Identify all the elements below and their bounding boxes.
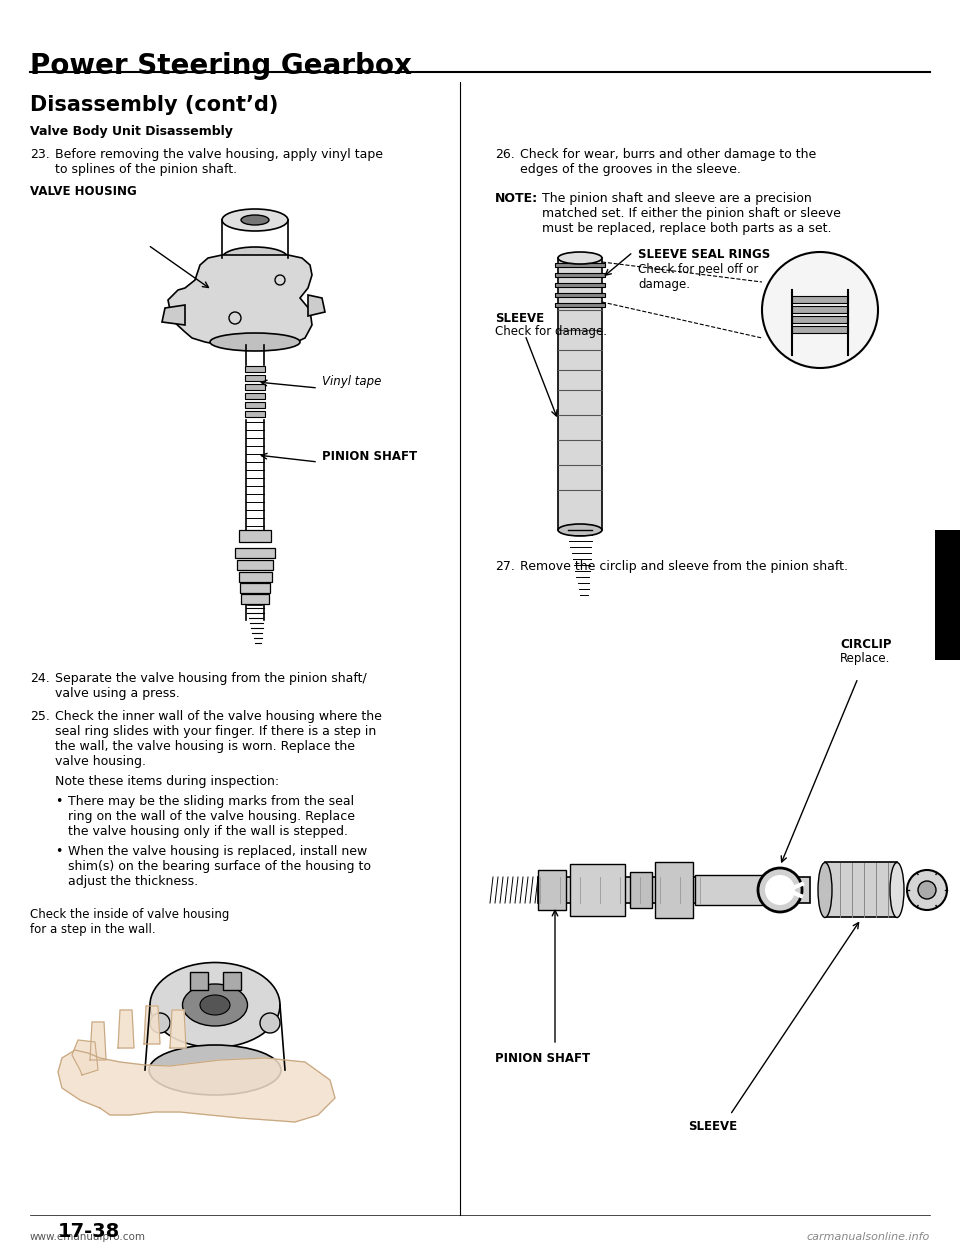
Bar <box>239 530 271 542</box>
Bar <box>538 877 810 903</box>
Text: PINION SHAFT: PINION SHAFT <box>495 1052 590 1064</box>
Text: SLEEVE: SLEEVE <box>495 312 544 325</box>
Circle shape <box>907 869 947 910</box>
Polygon shape <box>168 255 312 345</box>
Text: Remove the circlip and sleeve from the pinion shaft.: Remove the circlip and sleeve from the p… <box>520 560 848 573</box>
Bar <box>245 392 265 399</box>
Bar <box>825 862 897 917</box>
Bar <box>555 283 605 287</box>
Text: Disassembly (cont’d): Disassembly (cont’d) <box>30 94 278 116</box>
Bar <box>245 375 265 381</box>
Text: 23.: 23. <box>30 148 50 161</box>
Text: 25.: 25. <box>30 710 50 723</box>
Text: SLEEVE SEAL RINGS: SLEEVE SEAL RINGS <box>638 248 770 261</box>
Ellipse shape <box>149 1045 281 1095</box>
Text: Check the inner wall of the valve housing where the
seal ring slides with your f: Check the inner wall of the valve housin… <box>55 710 382 768</box>
Polygon shape <box>58 1049 335 1122</box>
Text: SLEEVE: SLEEVE <box>688 1120 737 1133</box>
Text: Note these items during inspection:: Note these items during inspection: <box>55 775 279 787</box>
Ellipse shape <box>210 333 300 351</box>
Bar <box>237 560 273 570</box>
Polygon shape <box>72 1040 98 1076</box>
Text: Vinyl tape: Vinyl tape <box>322 375 381 389</box>
Circle shape <box>150 1013 170 1033</box>
Bar <box>223 972 241 990</box>
Text: Check for wear, burrs and other damage to the
edges of the grooves in the sleeve: Check for wear, burrs and other damage t… <box>520 148 816 176</box>
Bar <box>555 263 605 267</box>
Ellipse shape <box>241 215 269 225</box>
Text: Check for peel off or
damage.: Check for peel off or damage. <box>638 263 758 291</box>
Bar <box>935 530 960 660</box>
Bar <box>238 573 272 582</box>
Circle shape <box>762 252 878 368</box>
Bar <box>655 862 693 918</box>
Ellipse shape <box>222 247 288 270</box>
Text: •: • <box>55 845 62 858</box>
Ellipse shape <box>558 252 602 265</box>
Circle shape <box>758 868 802 912</box>
Bar <box>792 296 848 303</box>
Polygon shape <box>170 1010 186 1048</box>
Polygon shape <box>308 296 325 315</box>
Text: Check for damage.: Check for damage. <box>495 325 607 338</box>
Polygon shape <box>90 1022 106 1059</box>
Bar <box>241 594 269 604</box>
Text: Valve Body Unit Disassembly: Valve Body Unit Disassembly <box>30 125 233 138</box>
Bar <box>792 325 848 333</box>
Ellipse shape <box>818 862 832 918</box>
Text: When the valve housing is replaced, install new
shim(s) on the bearing surface o: When the valve housing is replaced, inst… <box>68 845 371 888</box>
Text: The pinion shaft and sleeve are a precision
matched set. If either the pinion sh: The pinion shaft and sleeve are a precis… <box>542 193 841 235</box>
Text: 24.: 24. <box>30 672 50 686</box>
Bar <box>235 548 275 558</box>
Bar <box>695 876 770 905</box>
Text: 17-38: 17-38 <box>58 1222 120 1241</box>
Text: CIRCLIP: CIRCLIP <box>840 638 892 651</box>
Text: •: • <box>55 795 62 809</box>
Text: PINION SHAFT: PINION SHAFT <box>322 450 418 462</box>
Ellipse shape <box>150 963 280 1047</box>
Text: www.emanualpro.com: www.emanualpro.com <box>30 1232 146 1242</box>
Text: carmanualsonline.info: carmanualsonline.info <box>806 1232 930 1242</box>
Text: There may be the sliding marks from the seal
ring on the wall of the valve housi: There may be the sliding marks from the … <box>68 795 355 838</box>
Bar <box>792 306 848 313</box>
Bar <box>570 864 625 917</box>
Bar <box>245 402 265 409</box>
Circle shape <box>260 1013 280 1033</box>
Polygon shape <box>118 1010 134 1048</box>
Polygon shape <box>162 306 185 325</box>
Text: VALVE HOUSING: VALVE HOUSING <box>30 185 136 197</box>
Ellipse shape <box>200 995 230 1015</box>
Text: Separate the valve housing from the pinion shaft/
valve using a press.: Separate the valve housing from the pini… <box>55 672 367 700</box>
Bar <box>245 384 265 390</box>
Text: Before removing the valve housing, apply vinyl tape
to splines of the pinion sha: Before removing the valve housing, apply… <box>55 148 383 176</box>
Text: Replace.: Replace. <box>840 652 890 664</box>
Text: 26.: 26. <box>495 148 515 161</box>
Bar <box>555 273 605 277</box>
Text: 27.: 27. <box>495 560 515 573</box>
Bar <box>555 293 605 297</box>
Bar <box>245 366 265 373</box>
Ellipse shape <box>222 209 288 231</box>
Text: Check the inside of valve housing
for a step in the wall.: Check the inside of valve housing for a … <box>30 908 229 936</box>
Text: Power Steering Gearbox: Power Steering Gearbox <box>30 52 412 79</box>
Text: NOTE:: NOTE: <box>495 193 539 205</box>
Ellipse shape <box>558 524 602 537</box>
Circle shape <box>765 876 795 905</box>
Bar <box>558 258 602 530</box>
Bar <box>538 869 566 910</box>
Polygon shape <box>144 1006 160 1045</box>
Bar <box>792 315 848 323</box>
Bar <box>240 582 270 592</box>
Circle shape <box>918 881 936 899</box>
Bar <box>630 872 652 908</box>
Bar <box>555 303 605 307</box>
Bar <box>245 411 265 417</box>
Bar <box>190 972 208 990</box>
Ellipse shape <box>182 984 248 1026</box>
Ellipse shape <box>890 862 904 918</box>
